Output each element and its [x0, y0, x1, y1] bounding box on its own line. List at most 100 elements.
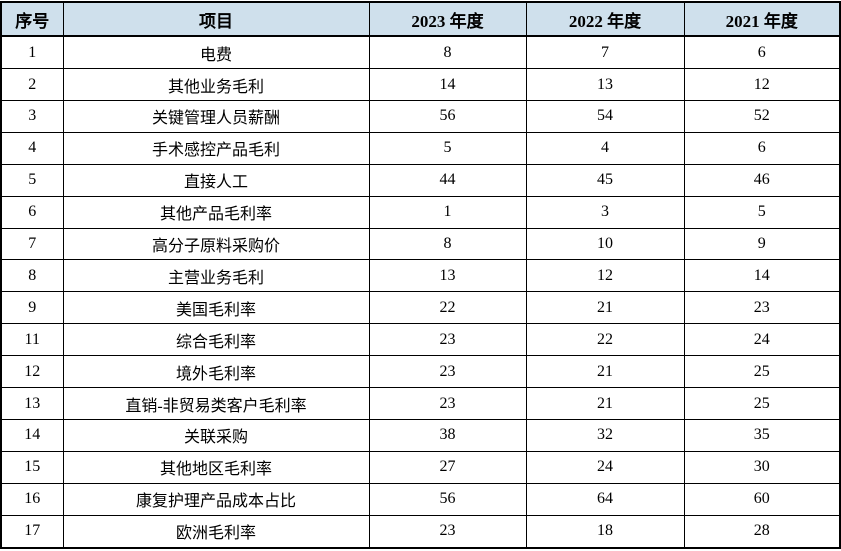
table-row: 6 其他产品毛利率 1 3 5 [0, 195, 841, 229]
item-cell: 直销-非贸易类客户毛利率 [62, 387, 370, 421]
item-cell: 手术感控产品毛利 [62, 131, 370, 165]
value-2023-cell: 44 [368, 163, 527, 197]
item-cell: 直接人工 [62, 163, 370, 197]
item-cell: 综合毛利率 [62, 323, 370, 357]
value-2022-cell: 10 [525, 227, 685, 261]
row-number-cell: 13 [0, 387, 64, 421]
row-number-cell: 16 [0, 482, 64, 516]
value-2021-cell: 5 [683, 195, 841, 229]
header-2021: 2021 年度 [683, 1, 841, 37]
value-2021-cell: 52 [683, 99, 841, 133]
header-row: 序号 项目 2023 年度 2022 年度 2021 年度 [0, 1, 841, 37]
value-2021-cell: 24 [683, 323, 841, 357]
row-number-cell: 15 [0, 450, 64, 484]
value-2023-cell: 38 [368, 419, 527, 452]
row-number-cell: 4 [0, 131, 64, 165]
value-2021-cell: 60 [683, 482, 841, 516]
value-2023-cell: 56 [368, 99, 527, 133]
value-2021-cell: 25 [683, 387, 841, 421]
value-2022-cell: 7 [525, 35, 685, 70]
item-cell: 境外毛利率 [62, 355, 370, 389]
value-2021-cell: 23 [683, 291, 841, 325]
row-number-cell: 1 [0, 35, 64, 70]
row-number-cell: 7 [0, 227, 64, 261]
value-2023-cell: 23 [368, 355, 527, 389]
table-row: 4 手术感控产品毛利 5 4 6 [0, 131, 841, 165]
table-row: 1 电费 8 7 6 [0, 35, 841, 70]
row-number-cell: 5 [0, 163, 64, 197]
value-2022-cell: 45 [525, 163, 685, 197]
row-number-cell: 3 [0, 99, 64, 133]
value-2022-cell: 22 [525, 323, 685, 357]
value-2022-cell: 12 [525, 259, 685, 293]
table-row: 5 直接人工 44 45 46 [0, 163, 841, 197]
row-number-cell: 17 [0, 514, 64, 549]
value-2022-cell: 21 [525, 291, 685, 325]
value-2022-cell: 18 [525, 514, 685, 549]
item-cell: 关键管理人员薪酬 [62, 99, 370, 133]
value-2023-cell: 1 [368, 195, 527, 229]
value-2022-cell: 4 [525, 131, 685, 165]
table-row: 12 境外毛利率 23 21 25 [0, 355, 841, 389]
table-row: 7 高分子原料采购价 8 10 9 [0, 227, 841, 261]
header-2022: 2022 年度 [525, 1, 685, 37]
value-2023-cell: 23 [368, 323, 527, 357]
value-2023-cell: 13 [368, 259, 527, 293]
item-cell: 美国毛利率 [62, 291, 370, 325]
value-2022-cell: 13 [525, 68, 685, 101]
table-row: 16 康复护理产品成本占比 56 64 60 [0, 482, 841, 516]
item-cell: 康复护理产品成本占比 [62, 482, 370, 516]
value-2023-cell: 56 [368, 482, 527, 516]
item-cell: 其他业务毛利 [62, 68, 370, 101]
value-2023-cell: 22 [368, 291, 527, 325]
value-2022-cell: 32 [525, 419, 685, 452]
row-number-cell: 14 [0, 419, 64, 452]
header-index: 序号 [0, 1, 64, 37]
row-number-cell: 12 [0, 355, 64, 389]
value-2023-cell: 5 [368, 131, 527, 165]
item-cell: 高分子原料采购价 [62, 227, 370, 261]
row-number-cell: 8 [0, 259, 64, 293]
value-2022-cell: 64 [525, 482, 685, 516]
table-row: 17 欧洲毛利率 23 18 28 [0, 514, 841, 549]
item-cell: 其他地区毛利率 [62, 450, 370, 484]
row-number-cell: 6 [0, 195, 64, 229]
value-2023-cell: 8 [368, 227, 527, 261]
value-2021-cell: 6 [683, 131, 841, 165]
value-2023-cell: 23 [368, 514, 527, 549]
table-row: 9 美国毛利率 22 21 23 [0, 291, 841, 325]
table-body: 1 电费 8 7 6 2 其他业务毛利 14 13 12 3 关键管理人员薪酬 56 54 52 4 手术感控产… [0, 35, 841, 549]
value-2023-cell: 23 [368, 387, 527, 421]
table-row: 2 其他业务毛利 14 13 12 [0, 68, 841, 101]
value-2021-cell: 46 [683, 163, 841, 197]
value-2023-cell: 8 [368, 35, 527, 70]
table-row: 13 直销-非贸易类客户毛利率 23 21 25 [0, 387, 841, 421]
item-cell: 其他产品毛利率 [62, 195, 370, 229]
table-header: 序号 项目 2023 年度 2022 年度 2021 年度 [0, 1, 841, 37]
item-cell: 主营业务毛利 [62, 259, 370, 293]
value-2022-cell: 24 [525, 450, 685, 484]
item-cell: 欧洲毛利率 [62, 514, 370, 549]
value-2023-cell: 14 [368, 68, 527, 101]
value-2023-cell: 27 [368, 450, 527, 484]
table-row: 14 关联采购 38 32 35 [0, 419, 841, 452]
value-2021-cell: 9 [683, 227, 841, 261]
value-2021-cell: 30 [683, 450, 841, 484]
table-row: 15 其他地区毛利率 27 24 30 [0, 450, 841, 484]
table-row: 11 综合毛利率 23 22 24 [0, 323, 841, 357]
value-2022-cell: 21 [525, 355, 685, 389]
row-number-cell: 9 [0, 291, 64, 325]
value-2021-cell: 14 [683, 259, 841, 293]
value-2021-cell: 28 [683, 514, 841, 549]
row-number-cell: 11 [0, 323, 64, 357]
item-cell: 关联采购 [62, 419, 370, 452]
value-2021-cell: 6 [683, 35, 841, 70]
value-2021-cell: 12 [683, 68, 841, 101]
row-number-cell: 2 [0, 68, 64, 101]
value-2021-cell: 25 [683, 355, 841, 389]
table-row: 3 关键管理人员薪酬 56 54 52 [0, 99, 841, 133]
value-2021-cell: 35 [683, 419, 841, 452]
table-row: 8 主营业务毛利 13 12 14 [0, 259, 841, 293]
value-2022-cell: 21 [525, 387, 685, 421]
